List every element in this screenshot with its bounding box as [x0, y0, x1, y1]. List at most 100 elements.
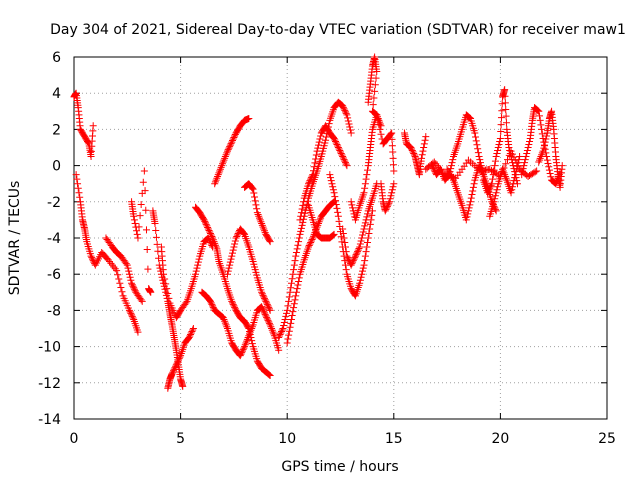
- data-point: [231, 240, 239, 248]
- data-point: [343, 162, 351, 170]
- data-point: [284, 302, 292, 310]
- data-point: [291, 257, 299, 265]
- data-point: [521, 159, 529, 167]
- data-point: [535, 112, 543, 120]
- data-point: [540, 144, 548, 152]
- data-point: [226, 141, 234, 149]
- data-point: [322, 133, 330, 141]
- data-point: [295, 277, 303, 285]
- data-point: [390, 167, 398, 175]
- data-point: [343, 111, 351, 119]
- data-point: [128, 312, 136, 320]
- data-point: [230, 134, 238, 142]
- data-point: [263, 315, 271, 323]
- data-point: [543, 132, 551, 140]
- y-tick-label: 4: [52, 86, 61, 102]
- data-point: [194, 258, 202, 266]
- data-point: [133, 227, 141, 235]
- data-point: [230, 243, 238, 251]
- data-point: [330, 230, 338, 238]
- data-point: [244, 334, 252, 342]
- data-point: [215, 169, 223, 177]
- data-point: [253, 205, 261, 213]
- data-point: [212, 176, 220, 184]
- data-point: [133, 230, 141, 238]
- data-point: [265, 371, 273, 379]
- data-point: [174, 358, 182, 366]
- data-point: [546, 169, 554, 177]
- data-point: [286, 288, 294, 296]
- data-point: [160, 270, 168, 278]
- data-point: [155, 254, 163, 262]
- data-point: [237, 350, 245, 358]
- data-point: [297, 212, 305, 220]
- data-point: [331, 136, 339, 144]
- data-point: [356, 240, 364, 248]
- data-point: [213, 174, 221, 182]
- data-point: [410, 151, 418, 159]
- data-point: [420, 140, 428, 148]
- data-point: [516, 153, 524, 161]
- data-point: [484, 189, 492, 197]
- data-point: [142, 206, 150, 214]
- data-point: [130, 212, 138, 220]
- x-tick-label: 25: [598, 431, 616, 447]
- data-point: [304, 197, 312, 205]
- data-point: [209, 236, 217, 244]
- data-point: [187, 331, 195, 339]
- data-point: [488, 166, 496, 174]
- y-tick-label: -6: [47, 267, 61, 283]
- data-point: [349, 207, 357, 215]
- data-point: [260, 227, 268, 235]
- data-point: [539, 147, 547, 155]
- data-point: [300, 198, 308, 206]
- data-point: [292, 252, 300, 260]
- data-point: [361, 222, 369, 230]
- data-point: [88, 254, 96, 262]
- data-point: [276, 331, 284, 339]
- data-point: [349, 257, 357, 265]
- data-point: [285, 293, 293, 301]
- data-point: [337, 148, 344, 156]
- data-point: [429, 159, 437, 167]
- data-point: [223, 149, 231, 157]
- data-point: [241, 341, 249, 349]
- data-point: [375, 121, 383, 129]
- data-point: [179, 382, 187, 390]
- data-point: [309, 234, 317, 242]
- data-point: [535, 158, 543, 166]
- data-point: [232, 234, 240, 242]
- data-point: [492, 153, 500, 161]
- data-point: [225, 144, 233, 152]
- data-point: [268, 325, 276, 332]
- data-point: [345, 120, 353, 128]
- data-point: [514, 162, 522, 170]
- data-point: [188, 328, 196, 336]
- data-point: [230, 302, 238, 310]
- data-point: [540, 141, 548, 149]
- data-point: [523, 150, 531, 158]
- data-point: [370, 94, 378, 102]
- data-point: [211, 178, 219, 186]
- data-point: [297, 224, 305, 232]
- data-point: [134, 234, 142, 242]
- data-point: [233, 231, 241, 239]
- data-point: [314, 221, 322, 229]
- data-point: [308, 236, 316, 244]
- data-point: [209, 303, 217, 311]
- data-point: [351, 252, 359, 260]
- data-point: [210, 238, 218, 246]
- data-point: [493, 186, 501, 194]
- data-point: [336, 147, 344, 155]
- data-point: [329, 231, 337, 239]
- data-point: [474, 149, 482, 157]
- data-point: [260, 309, 268, 317]
- data-point: [193, 264, 201, 272]
- data-point: [165, 294, 173, 302]
- data-point: [437, 167, 445, 175]
- data-point: [288, 312, 296, 320]
- data-point: [153, 240, 161, 248]
- data-point: [258, 303, 266, 311]
- data-point: [298, 221, 306, 229]
